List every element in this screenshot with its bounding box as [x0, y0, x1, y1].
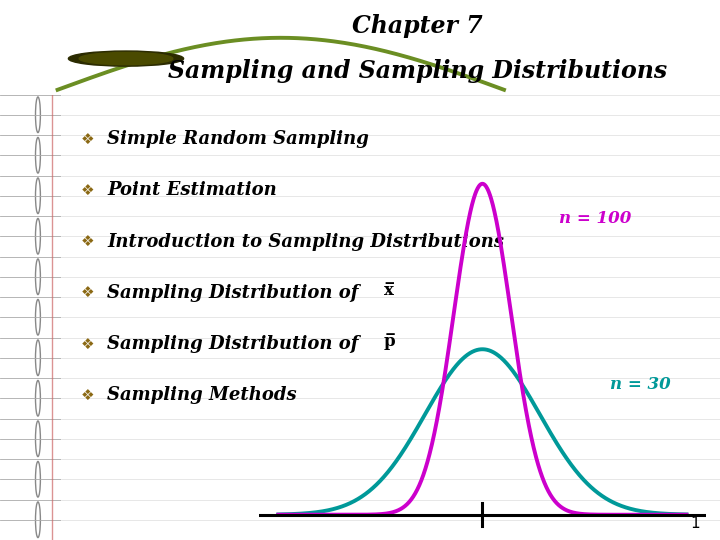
Circle shape [68, 51, 184, 66]
Text: n = 100: n = 100 [559, 211, 631, 227]
Text: ❖: ❖ [81, 336, 94, 352]
Text: ❖: ❖ [81, 388, 94, 403]
Text: ❖: ❖ [81, 183, 94, 198]
Text: Point Estimation: Point Estimation [107, 181, 277, 199]
Circle shape [79, 52, 173, 65]
Text: ❖: ❖ [81, 285, 94, 300]
Text: 1: 1 [690, 516, 701, 531]
Text: x̅: x̅ [384, 282, 394, 299]
Text: Chapter 7: Chapter 7 [352, 15, 483, 38]
Text: Sampling and Sampling Distributions: Sampling and Sampling Distributions [168, 59, 667, 83]
Text: p̅: p̅ [384, 333, 395, 350]
Text: ❖: ❖ [81, 234, 94, 249]
Text: Simple Random Sampling: Simple Random Sampling [107, 130, 369, 148]
Text: n = 30: n = 30 [610, 376, 671, 393]
Text: ❖: ❖ [81, 132, 94, 146]
Text: Introduction to Sampling Distributions: Introduction to Sampling Distributions [107, 233, 504, 251]
Text: Sampling Distribution of: Sampling Distribution of [107, 335, 359, 353]
Text: Sampling Methods: Sampling Methods [107, 386, 297, 404]
Text: Sampling Distribution of: Sampling Distribution of [107, 284, 359, 302]
